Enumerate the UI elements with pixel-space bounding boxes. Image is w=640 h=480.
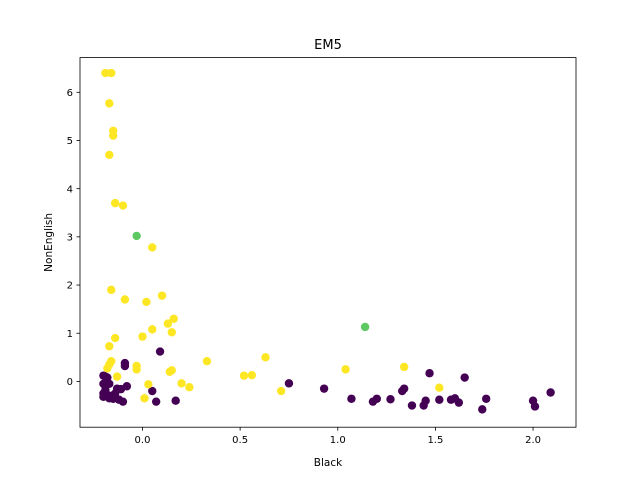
- data-point: [148, 325, 157, 334]
- data-point: [530, 402, 540, 411]
- data-point: [261, 353, 270, 362]
- y-axis-label: NonEnglish: [43, 213, 55, 272]
- plot-frame: [79, 57, 577, 428]
- data-point: [167, 328, 176, 337]
- data-point: [239, 371, 249, 380]
- data-point: [140, 394, 149, 403]
- y-tick-label: 6: [67, 88, 73, 99]
- data-point: [347, 394, 356, 403]
- data-point: [148, 386, 157, 396]
- data-point: [118, 397, 128, 406]
- data-point: [155, 347, 165, 356]
- chart-title: EM5: [314, 38, 342, 53]
- x-axis-label: Black: [314, 457, 343, 469]
- data-point: [107, 285, 116, 295]
- y-tick-label: 1: [67, 329, 73, 340]
- data-point: [120, 295, 130, 304]
- x-axis: 0.0 0.5 1.0 1.5 2.0: [135, 427, 541, 446]
- data-point: [105, 99, 114, 108]
- data-point: [372, 394, 382, 403]
- data-point: [151, 397, 161, 406]
- y-tick-label: 2: [67, 281, 73, 292]
- data-point: [112, 372, 122, 381]
- data-point: [481, 394, 491, 403]
- data-point: [341, 365, 350, 374]
- data-point: [360, 322, 370, 332]
- data-point: [103, 364, 112, 373]
- data-point: [132, 231, 141, 241]
- y-tick-label: 3: [67, 232, 73, 243]
- data-point: [407, 401, 417, 410]
- data-point: [118, 201, 128, 210]
- data-point: [110, 333, 120, 343]
- data-point: [122, 382, 132, 391]
- x-tick-label: 0.0: [135, 435, 151, 446]
- data-point: [120, 361, 130, 371]
- data-point: [435, 395, 444, 404]
- x-tick-label: 2.0: [525, 435, 541, 446]
- data-point: [132, 365, 141, 374]
- y-axis: 0 1 2 3 4 5 6: [67, 88, 80, 388]
- y-tick-label: 5: [67, 136, 73, 147]
- data-point: [105, 379, 114, 389]
- data-point: [460, 373, 469, 382]
- data-point: [435, 383, 444, 392]
- data-point: [107, 68, 116, 78]
- data-point: [425, 369, 434, 378]
- data-point: [138, 332, 147, 341]
- data-point: [454, 398, 464, 407]
- data-point: [109, 131, 118, 140]
- y-tick-label: 4: [67, 184, 73, 195]
- data-point: [167, 366, 176, 375]
- data-point: [247, 370, 257, 380]
- data-point: [478, 405, 487, 414]
- data-point: [399, 362, 409, 372]
- data-point: [105, 150, 114, 160]
- data-point: [177, 379, 186, 388]
- data-point: [421, 396, 430, 405]
- data-point: [319, 384, 329, 393]
- data-point: [284, 379, 294, 388]
- data-point: [546, 388, 555, 397]
- data-point: [142, 297, 151, 307]
- data-point: [110, 198, 120, 208]
- data-point: [157, 291, 167, 300]
- data-point: [171, 396, 180, 405]
- data-point: [386, 395, 395, 404]
- y-tick-label: 0: [67, 377, 73, 388]
- x-tick-label: 1.5: [427, 435, 443, 446]
- x-tick-label: 0.5: [232, 435, 248, 446]
- points-layer: [99, 68, 555, 414]
- data-point: [185, 383, 194, 392]
- data-point: [399, 384, 409, 393]
- data-point: [276, 386, 286, 396]
- data-point: [144, 380, 153, 389]
- data-point: [101, 68, 110, 78]
- data-point: [105, 342, 114, 351]
- data-point: [169, 314, 178, 323]
- data-point: [163, 319, 173, 328]
- x-tick-label: 1.0: [330, 435, 346, 446]
- data-point: [202, 356, 212, 366]
- data-point: [148, 243, 157, 252]
